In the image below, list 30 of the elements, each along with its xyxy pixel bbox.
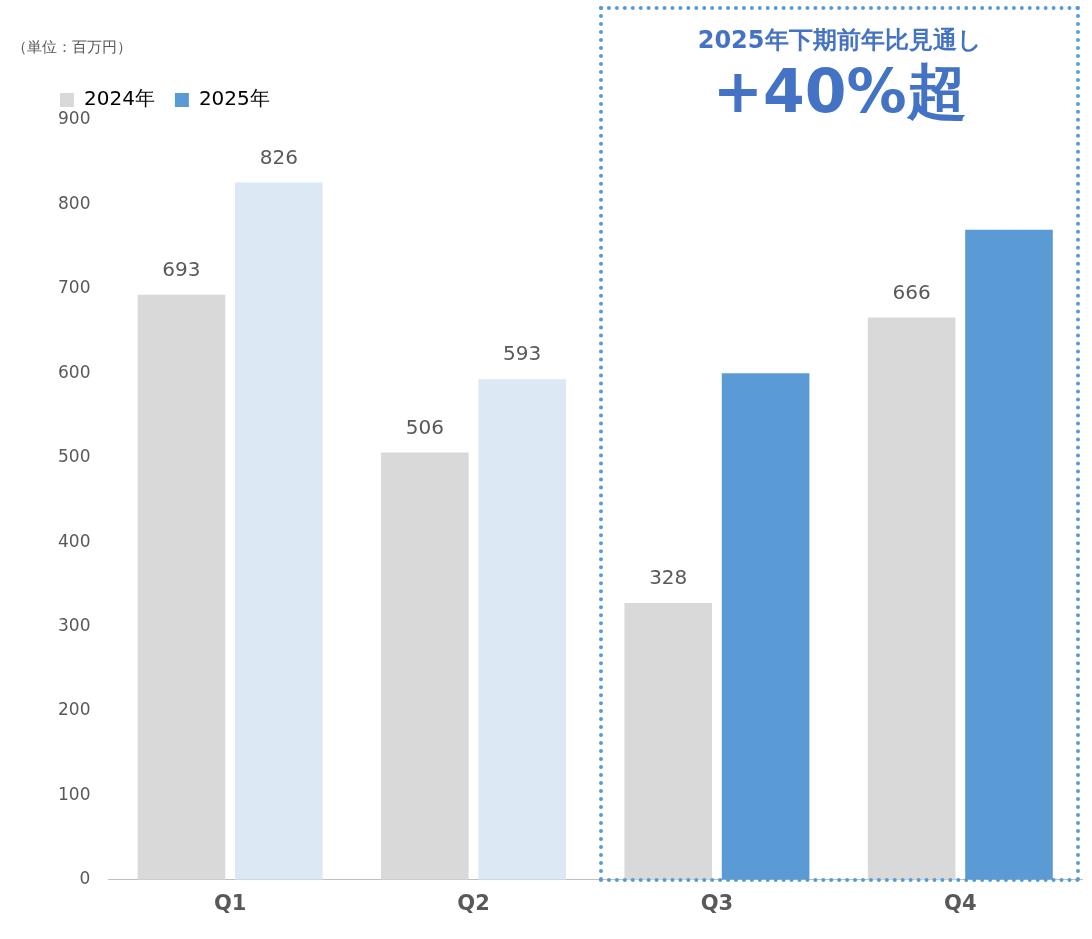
data-label: 666	[892, 279, 931, 304]
y-tick-label: 500	[57, 446, 91, 467]
data-label: 506	[405, 414, 444, 439]
data-label: 593	[503, 341, 542, 366]
bar	[235, 182, 323, 880]
bar	[381, 452, 469, 880]
y-tick-label: 700	[57, 277, 91, 298]
x-tick-label: Q2	[457, 890, 490, 915]
x-tick-label: Q3	[700, 890, 734, 915]
bar	[478, 379, 567, 880]
data-label: 826	[259, 144, 298, 169]
data-label: 328	[649, 565, 688, 590]
y-tick-label: 200	[57, 699, 91, 720]
y-tick-label: 900	[57, 108, 91, 129]
legend-label: 2025年	[198, 86, 270, 111]
y-tick-label: 800	[57, 192, 91, 213]
y-tick-label: 400	[57, 530, 91, 551]
annotation: +40%超	[711, 56, 968, 126]
y-axis-title: （単位：百万円）	[12, 38, 132, 57]
y-tick-label: 600	[57, 361, 91, 382]
y-tick-label: 300	[57, 614, 91, 635]
y-tick-label: 100	[57, 783, 91, 804]
x-tick-label: Q4	[944, 890, 977, 915]
y-tick-label: 0	[79, 868, 91, 889]
bar	[624, 602, 713, 880]
x-tick-label: Q1	[213, 890, 247, 915]
data-label: 693	[162, 256, 201, 281]
bar	[137, 294, 226, 880]
bar	[867, 317, 956, 880]
legend-label: 2024年	[84, 86, 155, 111]
